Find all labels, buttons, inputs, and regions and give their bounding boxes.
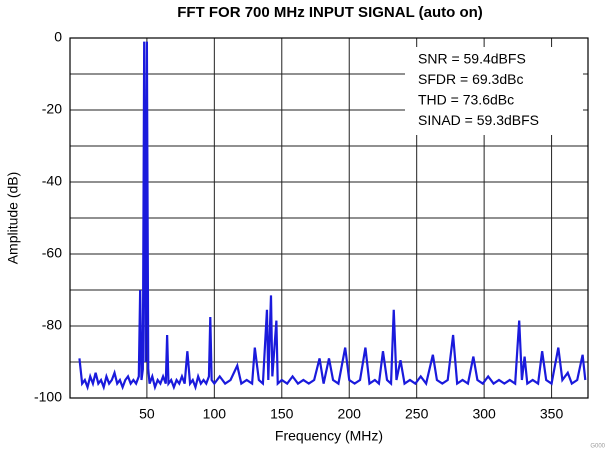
x-tick-label: 100 (203, 406, 227, 422)
y-tick-label: -20 (42, 101, 62, 117)
x-axis-label: Frequency (MHz) (275, 428, 383, 444)
chart-title: FFT FOR 700 MHz INPUT SIGNAL (auto on) (177, 4, 483, 21)
annotation: SNR = 59.4dBFS (418, 51, 526, 67)
figure-id: G000 (590, 444, 605, 450)
plot-frame (69, 37, 589, 399)
y-tick-label: -60 (42, 245, 62, 261)
x-tick-label: 350 (540, 406, 564, 422)
x-tick-label: 50 (139, 406, 155, 422)
annotation: SFDR = 69.3dBc (418, 71, 523, 87)
annotation-box (405, 47, 583, 135)
spectrum-line (78, 41, 587, 391)
y-tick-label: -80 (42, 317, 62, 333)
y-axis-label: Amplitude (dB) (5, 172, 21, 265)
x-tick-label: 250 (405, 406, 429, 422)
y-tick-label: -100 (34, 389, 62, 405)
annotation: THD = 73.6dBc (418, 92, 514, 108)
annotation: SINAD = 59.3dBFS (418, 112, 539, 128)
x-tick-label: 200 (338, 406, 362, 422)
x-tick-label: 300 (472, 406, 496, 422)
y-tick-label: -40 (42, 173, 62, 189)
y-tick-label: 0 (54, 29, 62, 45)
x-tick-label: 150 (270, 406, 294, 422)
